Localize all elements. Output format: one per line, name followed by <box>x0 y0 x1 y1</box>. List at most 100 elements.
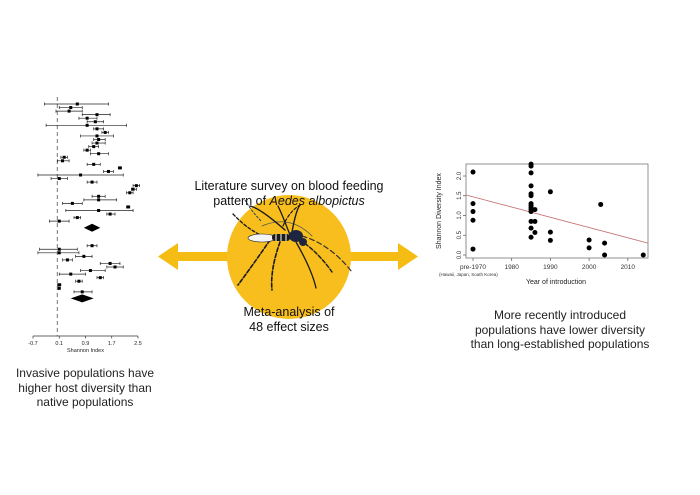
point-estimate <box>57 251 61 255</box>
summary-diamond <box>83 223 101 232</box>
data-point <box>547 229 553 235</box>
center-title-line2: pattern of Aedes albopictus <box>213 194 365 208</box>
forest-row <box>78 116 98 120</box>
forest-row <box>75 279 83 283</box>
forest-row <box>57 159 70 163</box>
x-tick-label: 2000 <box>582 264 597 271</box>
forest-row <box>58 106 83 110</box>
left-caption: Invasive populations have higher host di… <box>0 366 170 410</box>
point-estimate <box>95 141 99 145</box>
point-estimate <box>67 109 71 113</box>
point-estimate <box>95 127 99 131</box>
point-estimate <box>108 261 112 265</box>
data-point <box>602 252 608 258</box>
data-point <box>470 209 476 215</box>
forest-row <box>132 184 140 188</box>
data-point <box>586 245 592 251</box>
point-estimate <box>85 148 89 152</box>
summary-diamond <box>70 294 94 303</box>
forest-row <box>101 130 109 134</box>
data-point <box>528 218 534 224</box>
point-estimate <box>79 173 83 177</box>
point-estimate <box>92 145 96 149</box>
forest-row <box>39 247 78 251</box>
point-estimate <box>98 276 102 280</box>
forest-row <box>88 145 99 149</box>
point-estimate <box>95 113 99 117</box>
x-tick-label: 1.7 <box>108 341 116 347</box>
point-estimate <box>93 120 97 124</box>
data-point <box>528 225 534 231</box>
x-tick-label: 0.9 <box>82 341 90 347</box>
point-estimate <box>77 279 81 283</box>
forest-row <box>91 141 106 145</box>
x-axis-label: Shannon Index <box>67 348 104 354</box>
point-estimate <box>62 155 66 159</box>
point-estimate <box>103 130 107 134</box>
forest-row <box>106 265 124 269</box>
point-estimate <box>70 201 74 205</box>
yellow-circle <box>227 195 351 319</box>
center-title-prefix: pattern of <box>213 194 269 208</box>
point-estimate <box>97 194 101 198</box>
right-caption-line2: populations have lower diversity <box>474 322 646 337</box>
data-point <box>528 183 534 189</box>
mosquito-body <box>247 230 307 246</box>
point-estimate <box>128 191 132 195</box>
data-point <box>532 229 538 235</box>
center-graphic: Literature survey on blood feeding patte… <box>158 179 418 334</box>
x-tick-label: -0.7 <box>28 341 37 347</box>
point-estimate <box>57 247 61 251</box>
point-estimate <box>97 152 101 156</box>
forest-row <box>106 212 116 216</box>
point-estimate <box>92 162 96 166</box>
forest-row <box>49 219 70 223</box>
right-arrow-icon <box>340 243 418 270</box>
x-tick-label: 2.5 <box>134 341 142 347</box>
forest-row <box>37 251 80 255</box>
forest-row <box>62 258 73 262</box>
point-estimate <box>131 187 135 191</box>
left-caption-line3: native populations <box>36 395 134 409</box>
y-tick-label: 1.0 <box>457 211 463 220</box>
forest-row <box>62 201 83 205</box>
forest-row <box>58 272 86 276</box>
x-tick-note: (Hawaii, Japan, South Korea) <box>439 272 498 277</box>
y-tick-label: 1.5 <box>457 191 463 200</box>
point-estimate <box>90 244 94 248</box>
trend-line <box>465 194 649 244</box>
data-point <box>528 209 534 215</box>
forest-row <box>117 166 122 170</box>
y-axis-label: Shannon Diversity Index <box>436 173 443 249</box>
y-tick-label: 0.0 <box>457 250 463 259</box>
point-estimate <box>65 258 69 262</box>
data-point <box>528 163 534 169</box>
x-tick-label: 1990 <box>543 264 558 271</box>
point-estimate <box>57 283 61 287</box>
point-estimate <box>82 254 86 258</box>
forest-row <box>86 162 101 166</box>
data-point <box>640 252 646 258</box>
point-estimate <box>126 205 130 209</box>
plot-frame <box>465 163 649 259</box>
forest-row <box>93 138 106 141</box>
center-bottom-line1: Meta-analysis of <box>243 305 335 319</box>
forest-row <box>93 127 104 131</box>
point-estimate <box>106 169 110 173</box>
forest-row <box>50 177 68 181</box>
scatter-plot: 0.0 0.5 1.0 1.5 2.0 Shannon Diversity Index pr… <box>436 161 649 286</box>
point-estimate <box>134 184 138 188</box>
species-name: Aedes albopictus <box>269 194 365 208</box>
point-estimate <box>57 286 61 290</box>
data-point <box>528 193 534 199</box>
point-estimate <box>69 106 73 110</box>
x-tick-label: 0.1 <box>55 341 63 347</box>
data-point <box>547 237 553 243</box>
forest-row <box>80 134 114 138</box>
forest-row <box>73 290 93 294</box>
point-estimate <box>85 116 89 120</box>
data-point <box>532 207 538 213</box>
center-title-line1: Literature survey on blood feeding <box>194 179 383 193</box>
data-point <box>528 234 534 240</box>
left-caption-line1: Invasive populations have <box>15 366 155 380</box>
